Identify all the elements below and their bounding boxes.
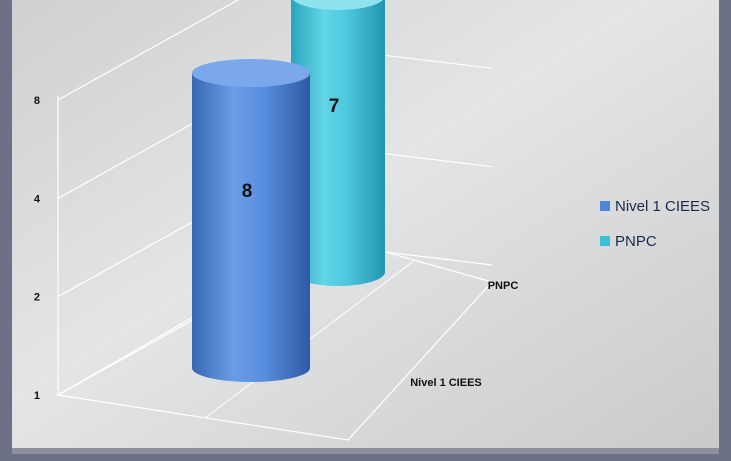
gridline-side-8 xyxy=(57,0,240,101)
y-tick-4: 4 xyxy=(34,193,41,205)
y-tick-1: 1 xyxy=(34,390,40,402)
category-label-nivel-1-ciees: Nivel 1 CIEES xyxy=(410,377,482,389)
bar-pnpc: 7 xyxy=(291,0,385,286)
category-label-pnpc: PNPC xyxy=(488,280,519,292)
data-label-7: 7 xyxy=(329,96,340,117)
legend-label-pnpc: PNPC xyxy=(615,233,657,250)
y-axis-ticks: 1 2 4 8 xyxy=(34,95,41,402)
legend-swatch-pnpc xyxy=(600,236,610,246)
data-label-8: 8 xyxy=(242,181,253,202)
legend-swatch-nivel1 xyxy=(600,201,610,211)
y-tick-8: 8 xyxy=(34,95,40,107)
bars: 78 xyxy=(192,0,385,382)
x-axis-categories: Nivel 1 CIEES PNPC xyxy=(410,280,518,389)
legend-label-nivel1: Nivel 1 CIEES xyxy=(615,198,710,215)
chart-frame-bottom xyxy=(12,448,719,454)
bar-nivel-1-ciees: 8 xyxy=(192,59,310,382)
legend: Nivel 1 CIEES PNPC xyxy=(600,198,710,250)
y-tick-2: 2 xyxy=(34,292,40,304)
